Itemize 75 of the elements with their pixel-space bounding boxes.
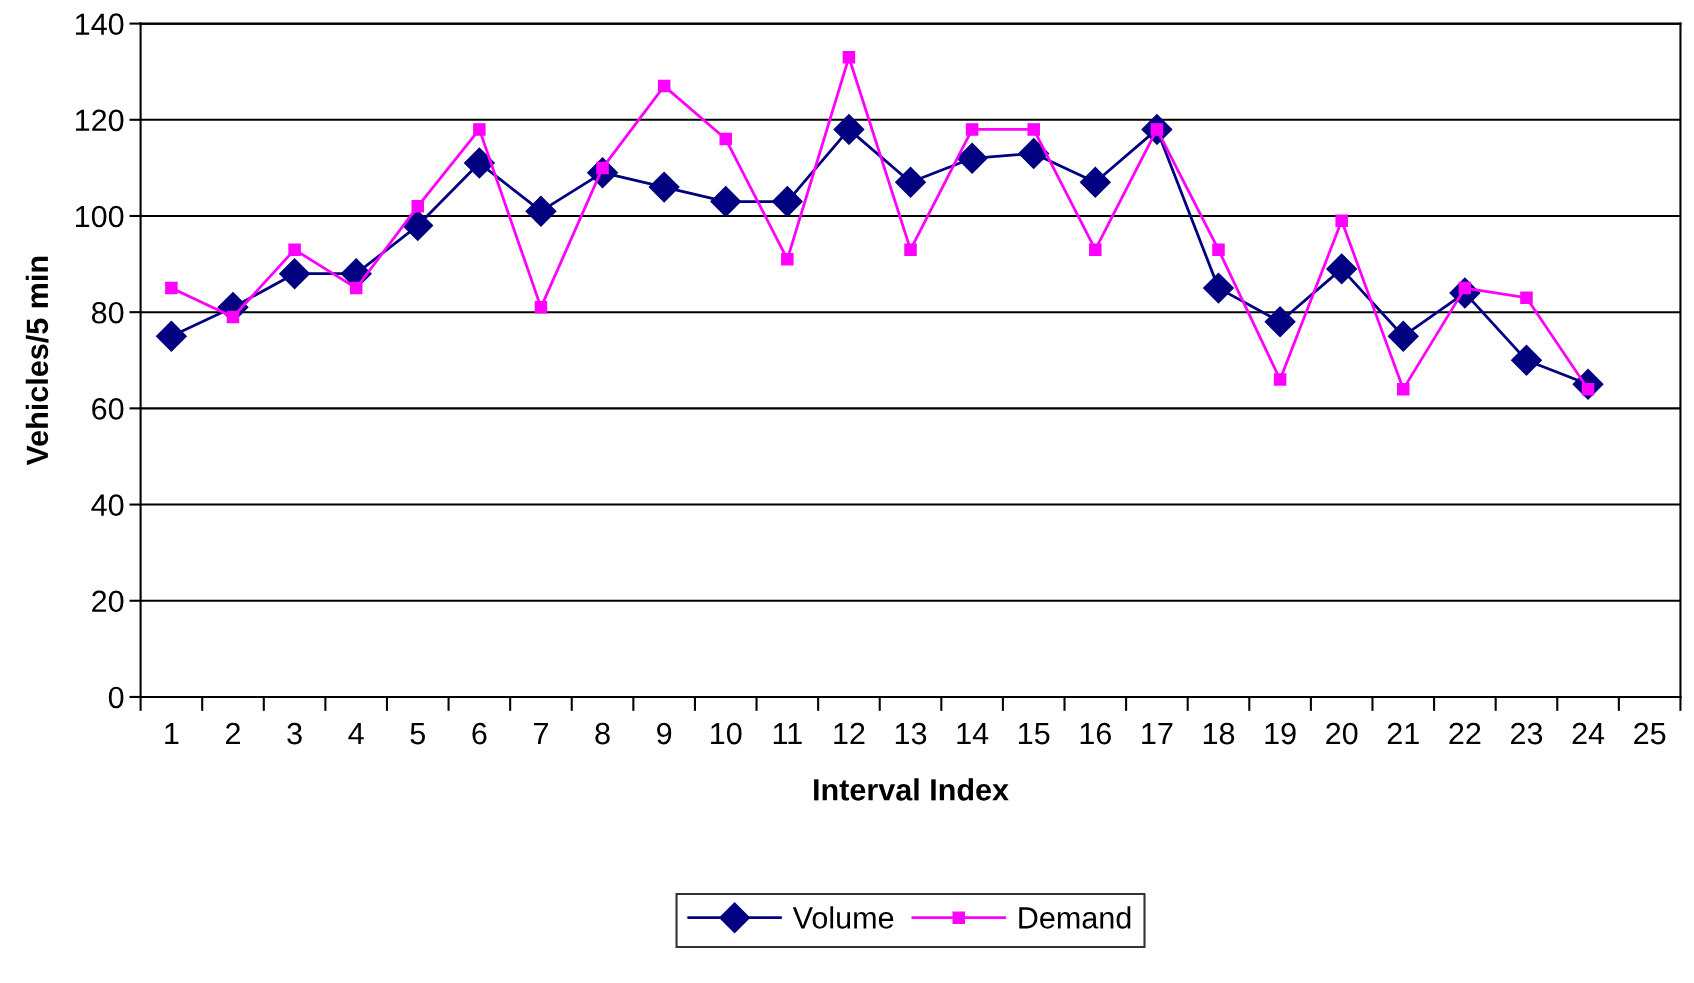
point <box>1326 253 1358 285</box>
point <box>463 147 495 179</box>
point <box>402 210 434 242</box>
point <box>226 310 240 324</box>
y-tick-label: 140 <box>75 13 124 35</box>
x-tick-label: 23 <box>1511 722 1543 745</box>
point <box>473 123 486 136</box>
point <box>288 243 301 256</box>
x-tick-label: 14 <box>957 723 989 745</box>
x-axis-title: Interval Index <box>814 778 1009 801</box>
y-tick-label: 80 <box>91 301 124 324</box>
x-tick-label: 21 <box>1387 722 1419 745</box>
y-axis-title: Vehicles/5 min <box>25 256 49 466</box>
x-tick-label: 10 <box>711 722 742 745</box>
y-tick-label: 0 <box>108 686 124 709</box>
point <box>411 200 425 213</box>
point <box>1212 243 1225 256</box>
point <box>1264 306 1296 338</box>
point <box>895 166 926 198</box>
x-tick-label: 20 <box>1326 722 1358 745</box>
point <box>534 301 548 314</box>
x-tick-label: 8 <box>595 722 610 745</box>
point <box>1387 320 1419 352</box>
point <box>781 253 794 266</box>
x-tick-label: 13 <box>895 722 927 745</box>
point <box>771 186 803 217</box>
legend-label: Demand <box>1019 906 1131 929</box>
point <box>1273 373 1287 386</box>
point <box>657 79 671 93</box>
y-tick-label: 120 <box>75 109 124 132</box>
y-tick-label: 40 <box>91 494 124 516</box>
point <box>904 243 917 256</box>
point <box>1397 382 1410 396</box>
point <box>279 258 311 290</box>
x-tick-label: 3 <box>287 722 302 745</box>
point <box>1335 214 1348 228</box>
x-tick-label: 7 <box>534 723 548 745</box>
x-tick-label: 12 <box>834 722 865 745</box>
point <box>1520 291 1533 304</box>
x-tick-label: 16 <box>1080 722 1111 745</box>
point <box>965 123 979 136</box>
point <box>833 113 865 145</box>
y-tick-label: 60 <box>92 398 124 420</box>
x-tick-label: 2 <box>226 722 240 745</box>
point <box>1018 138 1050 169</box>
x-tick-label: 4 <box>348 723 364 745</box>
point <box>525 195 557 227</box>
x-tick-label: 1 <box>165 723 179 745</box>
x-tick-label: 25 <box>1634 722 1666 745</box>
x-tick-label: 18 <box>1203 722 1235 745</box>
x-tick-label: 22 <box>1449 722 1481 745</box>
y-tick-label: 20 <box>92 590 124 613</box>
point <box>155 320 187 352</box>
x-tick-label: 19 <box>1265 722 1296 745</box>
x-tick-label: 9 <box>657 722 672 745</box>
point <box>1089 243 1102 256</box>
point <box>1079 166 1111 198</box>
point <box>648 171 680 203</box>
point <box>956 142 988 174</box>
point <box>165 281 178 295</box>
x-tick-label: 17 <box>1142 723 1173 745</box>
x-tick-label: 24 <box>1572 722 1605 745</box>
point <box>710 186 742 217</box>
point <box>719 132 732 146</box>
x-tick-label: 11 <box>773 723 802 745</box>
legend-label: Volume <box>792 906 894 929</box>
point <box>349 281 363 295</box>
x-tick-label: 15 <box>1019 723 1050 745</box>
point <box>842 51 856 64</box>
point <box>1511 344 1542 376</box>
point <box>1027 123 1040 136</box>
x-tick-label: 5 <box>410 723 425 745</box>
y-tick-label: 100 <box>75 205 124 228</box>
point <box>1203 272 1234 304</box>
x-tick-label: 6 <box>472 722 487 745</box>
